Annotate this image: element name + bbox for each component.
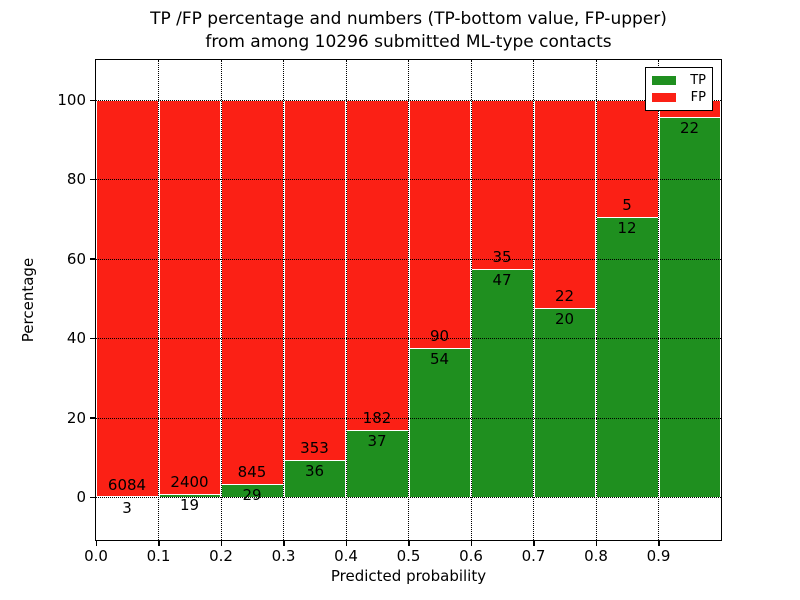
bar-label-fp: 22: [554, 286, 575, 305]
y-tick-mark: [90, 178, 95, 181]
bar-label-tp: 12: [617, 218, 637, 237]
y-tick-mark: [90, 496, 95, 498]
x-tick-mark: [595, 541, 597, 546]
x-tick-mark: [658, 541, 660, 546]
plot-area: 6084 3 2400 19 845 29 353 36 182 37 90 54 35 47 22 20 5 1…: [96, 60, 721, 540]
x-tick-mark: [408, 541, 410, 546]
bar-segment-tp: [471, 269, 534, 497]
y-tick-label: 80: [66, 170, 86, 189]
y-axis-label: Percentage: [19, 257, 37, 343]
y-tick-label: 60: [66, 249, 86, 268]
bar-label-fp: 353: [300, 439, 329, 458]
x-tick-label: 0.5: [396, 547, 421, 565]
x-tick-mark: [158, 541, 160, 546]
x-tick-label: 0.1: [146, 547, 171, 565]
chart-title-line1: TP /FP percentage and numbers (TP-bottom…: [150, 9, 667, 29]
gridline-horizontal: [96, 497, 721, 498]
bar-segment-fp: [96, 100, 159, 497]
bar-segment-fp: [158, 100, 221, 497]
x-tick-label: 0.7: [521, 547, 546, 565]
legend-swatch-fp: [652, 93, 676, 103]
bar-label-tp: 47: [492, 271, 512, 290]
legend-entry-tp: TP: [652, 73, 706, 88]
x-tick-mark: [345, 541, 347, 546]
x-tick-mark: [470, 541, 472, 546]
bar-label-fp: 845: [237, 462, 267, 481]
bar-segment-fp: [221, 100, 284, 497]
legend-entry-fp: FP: [652, 90, 706, 105]
y-tick-mark: [90, 99, 95, 101]
x-tick-label: 0.0: [84, 547, 108, 565]
x-tick-label: 0.2: [209, 547, 233, 565]
x-tick-mark: [95, 541, 97, 546]
gridline-vertical: [345, 60, 347, 540]
chart-title-line2: from among 10296 submitted ML-type conta…: [205, 32, 612, 52]
gridline-vertical: [220, 60, 222, 540]
y-tick-label: 0: [76, 488, 86, 506]
gridline-vertical: [470, 60, 472, 540]
gridline-vertical: [408, 60, 409, 540]
gridline-vertical: [533, 60, 534, 540]
y-tick-label: 20: [66, 408, 86, 427]
bar-segment-tp: [408, 348, 471, 497]
y-tick-label: 100: [57, 91, 86, 109]
gridline-horizontal: [96, 258, 721, 260]
gridline-horizontal: [96, 179, 721, 181]
bar-label-fp: 5: [622, 195, 632, 214]
y-tick-mark: [90, 417, 95, 419]
gridline-vertical: [595, 60, 597, 540]
gridline-horizontal: [96, 417, 721, 419]
bar-label-fp: 90: [429, 327, 450, 346]
x-tick-label: 0.6: [459, 547, 483, 565]
bar-label-fp: 2400: [170, 472, 209, 491]
bar-segment-fp: [283, 100, 346, 497]
y-tick-mark: [90, 337, 95, 340]
legend-label-fp: FP: [690, 90, 706, 106]
bar-label-tp: 36: [304, 462, 325, 481]
gridline-horizontal: [96, 100, 721, 101]
bar-segment-tp: [283, 460, 346, 497]
x-tick-label: 0.8: [584, 547, 608, 565]
legend: TP FP: [645, 67, 713, 111]
x-axis-label: Predicted probability: [330, 567, 487, 585]
gridline-vertical: [283, 60, 284, 540]
gridline-vertical: [658, 60, 659, 540]
bar-label-fp: 35: [492, 248, 512, 267]
legend-label-tp: TP: [690, 72, 706, 88]
x-tick-label: 0.9: [646, 547, 671, 565]
bar-label-tp: 37: [367, 431, 387, 450]
x-tick-mark: [220, 541, 222, 546]
bar-label-tp: 54: [429, 350, 450, 369]
bar-segment-tp: [533, 307, 596, 497]
gridline-vertical: [158, 60, 159, 540]
y-tick-mark: [90, 258, 95, 260]
bar-segment-tp: [346, 429, 409, 497]
bar-label-fp: 6084: [107, 475, 147, 494]
y-tick-label: 40: [66, 329, 86, 348]
legend-swatch-tp: [652, 75, 676, 85]
gridline-horizontal: [96, 338, 721, 340]
bar-label-fp: 182: [362, 408, 392, 427]
bar-label-tp: 3: [122, 498, 132, 517]
bar-label-tp: 29: [242, 485, 262, 504]
bar-segment-tp: [658, 117, 721, 497]
bar-label-tp: 20: [554, 309, 575, 328]
x-tick-label: 0.3: [271, 547, 296, 565]
x-tick-mark: [283, 541, 285, 546]
bar-label-tp: 22: [679, 119, 700, 138]
x-tick-mark: [533, 541, 535, 546]
x-tick-label: 0.4: [334, 547, 358, 565]
bar-label-tp: 19: [179, 495, 200, 514]
